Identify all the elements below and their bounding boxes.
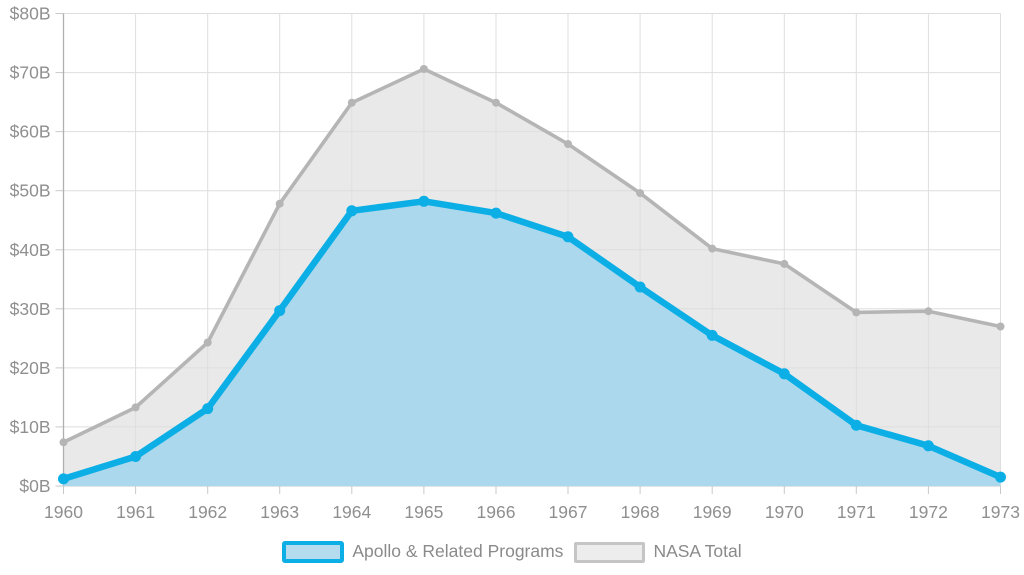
apollo-area-fill — [63, 201, 1001, 487]
nasa-total-legend-label: NASA Total — [653, 541, 742, 562]
y-axis-label: $50B — [10, 181, 51, 201]
legend-item-apollo[interactable]: Apollo & Related Programs — [282, 541, 563, 563]
x-axis-label: 1963 — [260, 502, 299, 522]
apollo-point-1970[interactable] — [778, 368, 790, 380]
apollo-point-1965[interactable] — [418, 195, 430, 207]
chart-legend: Apollo & Related Programs NASA Total — [0, 538, 1024, 566]
y-axis-label: $40B — [10, 240, 51, 260]
apollo-point-1969[interactable] — [706, 329, 718, 341]
x-axis-label: 1966 — [477, 502, 516, 522]
y-axis-label: $10B — [10, 417, 51, 437]
apollo-point-1962[interactable] — [202, 403, 214, 415]
x-axis-label: 1964 — [332, 502, 371, 522]
y-axis-label: $0B — [19, 476, 50, 496]
nasa-total-point-1967[interactable] — [564, 140, 572, 148]
apollo-legend-label: Apollo & Related Programs — [352, 541, 564, 562]
apollo-point-1966[interactable] — [490, 207, 502, 219]
x-axis-label: 1970 — [765, 502, 804, 522]
x-axis-label: 1972 — [909, 502, 948, 522]
x-axis-label: 1968 — [621, 502, 660, 522]
nasa-total-point-1971[interactable] — [852, 308, 861, 317]
y-axis-label: $80B — [10, 4, 51, 24]
apollo-point-1964[interactable] — [346, 205, 358, 217]
apollo-point-1973[interactable] — [995, 471, 1006, 483]
nasa-total-point-1966[interactable] — [492, 98, 500, 107]
nasa-total-point-1960[interactable] — [59, 438, 68, 447]
nasa-total-point-1963[interactable] — [275, 199, 284, 208]
x-axis-label: 1971 — [837, 502, 876, 522]
x-axis-label: 1965 — [404, 502, 443, 522]
nasa-total-point-1961[interactable] — [131, 403, 140, 412]
y-axis-label: $20B — [10, 358, 51, 378]
x-axis-label: 1962 — [188, 502, 227, 522]
apollo-point-1971[interactable] — [850, 419, 862, 431]
x-axis-label: 1969 — [693, 502, 732, 522]
nasa-total-point-1968[interactable] — [636, 189, 645, 198]
apollo-line — [60, 198, 1004, 483]
nasa-total-point-1969[interactable] — [708, 244, 717, 253]
apollo-point-1972[interactable] — [922, 440, 934, 452]
nasa-total-point-1962[interactable] — [203, 338, 212, 347]
apollo-legend-swatch — [282, 541, 345, 563]
y-axis-label: $70B — [10, 63, 51, 83]
x-axis-label: 1973 — [981, 502, 1020, 522]
apollo-point-1967[interactable] — [562, 231, 574, 243]
legend-item-nasa-total[interactable]: NASA Total — [574, 541, 742, 563]
apollo-point-1968[interactable] — [634, 281, 646, 293]
nasa-total-legend-swatch — [574, 541, 646, 563]
y-axis-label: $60B — [10, 122, 51, 142]
x-axis-label: 1960 — [44, 502, 83, 522]
apollo-point-1963[interactable] — [274, 305, 286, 317]
x-axis-label: 1961 — [116, 502, 155, 522]
nasa-total-point-1964[interactable] — [347, 98, 356, 107]
apollo-point-1961[interactable] — [130, 451, 142, 462]
nasa-total-line — [61, 67, 1003, 445]
apollo-point-1960[interactable] — [58, 473, 69, 485]
nasa-total-point-1972[interactable] — [924, 307, 933, 316]
y-axis-label: $30B — [10, 299, 51, 319]
x-axis-label: 1967 — [549, 502, 588, 522]
nasa-total-point-1965[interactable] — [419, 65, 428, 73]
nasa-total-point-1973[interactable] — [996, 322, 1005, 331]
nasa-total-point-1970[interactable] — [780, 259, 789, 268]
